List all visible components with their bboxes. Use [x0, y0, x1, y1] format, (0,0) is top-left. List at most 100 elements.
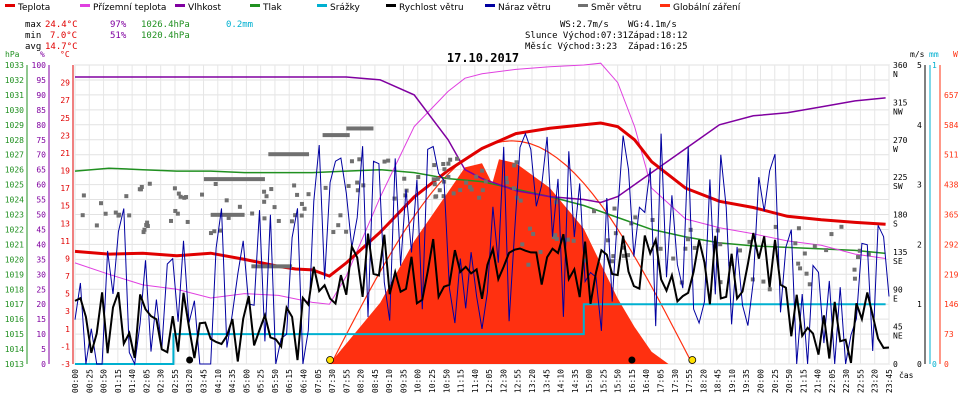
pressure-tick: 1031 — [5, 91, 24, 100]
wind-speed-tick: 2 — [917, 240, 922, 249]
wind-direction-point — [200, 192, 205, 197]
wind-direction-point — [431, 177, 436, 182]
wind-direction-point — [141, 230, 146, 235]
x-tick-label: 17:05 — [657, 369, 666, 393]
sunset-text: Západ:18:12 — [628, 31, 688, 41]
pressure-tick: 1016 — [5, 315, 24, 324]
unit-w: W — [953, 50, 958, 59]
wind-direction-point — [504, 180, 509, 185]
x-tick-label: 06:40 — [299, 369, 308, 393]
stat-max-label: max — [25, 20, 42, 30]
legend-label-0: Teplota — [17, 3, 50, 13]
wind-direction-point — [145, 224, 150, 229]
stat-avg-label: avg — [25, 42, 41, 52]
wind-direction-point — [852, 276, 857, 281]
right-axes: 045NE90E135SE180S225SW270W315NW360N01234… — [893, 61, 959, 369]
radiation-tick: 657 — [944, 91, 959, 100]
unit-mm: mm — [929, 50, 939, 59]
wind-direction-point — [796, 226, 801, 231]
wind-direction-point — [336, 223, 341, 228]
wind-direction-point — [626, 253, 631, 258]
wind-direction-point — [295, 192, 300, 197]
x-tick-label: 22:05 — [828, 369, 837, 393]
wind-direction-point — [793, 241, 798, 246]
legend-label-8: Globální záření — [673, 3, 741, 13]
pressure-tick: 1022 — [5, 225, 24, 234]
wind-direction-point — [504, 175, 509, 180]
x-tick-label: 17:30 — [671, 369, 680, 393]
wind-direction-point — [172, 186, 177, 191]
wind-direction-point — [331, 230, 336, 235]
pressure-tick: 1032 — [5, 76, 24, 85]
legend-swatch-1 — [80, 4, 90, 7]
x-tick-label: 17:55 — [685, 369, 694, 393]
pressure-tick: 1027 — [5, 151, 24, 160]
temperature-tick: 21 — [60, 149, 70, 158]
legend-swatch-0 — [5, 4, 15, 7]
pressure-tick: 1017 — [5, 300, 24, 309]
wind-direction-point — [442, 167, 447, 172]
wind-direction-segment — [251, 264, 293, 269]
x-tick-label: 01:40 — [128, 369, 137, 393]
x-tick-label: 09:35 — [399, 369, 408, 393]
humidity-tick: 10 — [36, 330, 46, 339]
humidity-tick: 15 — [36, 315, 46, 324]
x-tick-label: 15:00 — [585, 369, 594, 393]
x-tick-label: 16:15 — [628, 369, 637, 393]
moonrise-text: Měsíc Východ:3:23 — [525, 42, 617, 52]
wind-dir-tick-label: NE — [893, 332, 903, 341]
wind-direction-point — [446, 174, 451, 179]
pressure-tick: 1020 — [5, 255, 24, 264]
wind-direction-point — [477, 195, 482, 200]
wind-direction-point — [480, 188, 485, 193]
humidity-tick: 70 — [36, 151, 46, 160]
humidity-tick: 50 — [36, 211, 46, 220]
stats-block: max 24.4°C 97% 1026.4hPa 0.2mm min 7.0°C… — [25, 20, 253, 52]
legend-swatch-6 — [485, 4, 495, 7]
left-axes: 1013101410151016101710181019102010211022… — [5, 61, 74, 369]
pressure-tick: 1015 — [5, 330, 24, 339]
wind-direction-point — [686, 237, 691, 242]
wind-direction-point — [856, 255, 861, 260]
pressure-tick: 1023 — [5, 211, 24, 220]
sunrise-marker — [326, 356, 334, 364]
x-tick-label: 07:30 — [328, 369, 337, 393]
x-tick-label: 23:20 — [871, 369, 880, 393]
moonset-marker — [628, 356, 636, 364]
x-tick-label: 15:25 — [599, 369, 608, 393]
pressure-tick: 1028 — [5, 136, 24, 145]
temperature-tick: 15 — [60, 202, 70, 211]
x-tick-label: 10:50 — [442, 369, 451, 393]
wind-direction-point — [113, 210, 118, 215]
humidity-tick: 60 — [36, 181, 46, 190]
wind-direction-point — [446, 161, 451, 166]
wind-direction-point — [839, 224, 844, 229]
stat-max-rain: 0.2mm — [226, 20, 253, 30]
wind-direction-segment — [322, 133, 350, 138]
radiation-tick: 292 — [944, 240, 959, 249]
legend-swatch-4 — [317, 4, 327, 7]
legend-label-2: Vlhkost — [188, 3, 221, 13]
x-axis: 00:00 00:25 00:50 01:15 01:40 02:05 02:30 02:55… — [71, 369, 894, 393]
wind-direction-point — [226, 215, 231, 220]
wind-direction-point — [633, 215, 638, 220]
wind-dir-tick-label: SE — [893, 257, 903, 266]
wind-direction-point — [94, 223, 99, 228]
wind-dir-tick: 225 — [893, 173, 908, 182]
wind-direction-point — [435, 176, 440, 181]
wind-direction-point — [127, 213, 132, 218]
pressure-tick: 1030 — [5, 106, 24, 115]
pressure-tick: 1014 — [5, 345, 24, 354]
wind-direction-point — [718, 280, 723, 285]
temperature-tick: 19 — [60, 167, 70, 176]
legend-swatch-3 — [250, 4, 260, 7]
wind-direction-point — [289, 219, 294, 224]
x-tick-label: 05:25 — [257, 369, 266, 393]
unit-degc: °C — [60, 50, 70, 59]
x-tick-label: 22:55 — [856, 369, 865, 393]
wind-direction-point — [464, 180, 469, 185]
wind-direction-point — [264, 194, 269, 199]
pressure-tick: 1026 — [5, 166, 24, 175]
wind-direction-point — [737, 248, 742, 253]
